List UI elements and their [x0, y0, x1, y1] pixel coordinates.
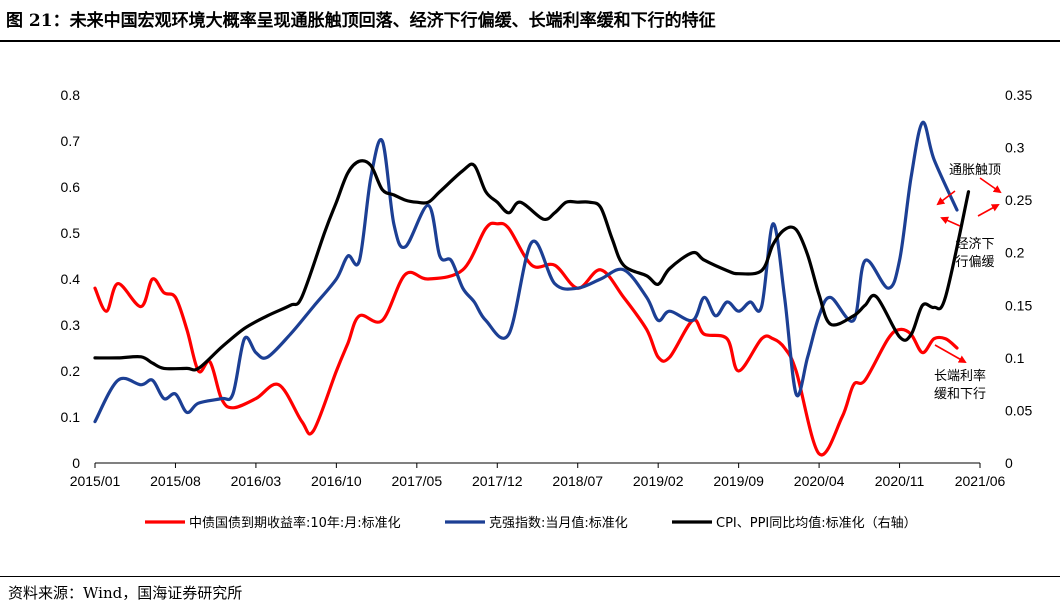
right-y-tick-label: 0.3 [1005, 140, 1025, 156]
annotation-label: 通胀触顶 [949, 163, 1001, 178]
annotation-arrow [936, 190, 956, 206]
x-tick-label: 2020/04 [794, 473, 845, 489]
annotation-arrow [979, 177, 1002, 194]
line-chart: 2015/01 2015/08 2016/03 2016/10 2017/05 2017/… [61, 87, 1033, 531]
annotation-label: 经济下 [955, 237, 994, 252]
annotation-label: 行偏缓 [955, 255, 994, 270]
left-y-tick-label: 0.3 [61, 317, 81, 333]
left-y-tick-label: 0.2 [61, 363, 81, 379]
series-layer [93, 120, 971, 457]
right-y-tick-label: 0.1 [1005, 350, 1025, 366]
left-y-tick-label: 0.5 [61, 225, 81, 241]
legend: 中债国债到期收益率:10年:月:标准化 克强指数:当月值:标准化 CPI、PPI同比… [145, 515, 917, 531]
x-tick-label: 2017/05 [392, 473, 443, 489]
left-y-tick-label: 0.8 [61, 87, 81, 103]
x-tick-label: 2015/01 [70, 473, 121, 489]
left-y-tick-label: 0.4 [61, 271, 81, 287]
x-tick-label: 2016/03 [231, 473, 282, 489]
left-y-tick-label: 0.1 [61, 409, 81, 425]
annotation-arrow [934, 344, 967, 363]
source-divider [0, 576, 1060, 577]
x-tick-label: 2020/11 [875, 473, 925, 489]
source-note: 资料来源：Wind，国海证券研究所 [8, 584, 243, 602]
chart-axes: 2015/01 2015/08 2016/03 2016/10 2017/05 2017/… [61, 87, 1033, 489]
annotation-arrow [977, 204, 1000, 217]
legend-label: 中债国债到期收益率:10年:月:标准化 [189, 515, 401, 531]
cpi-ppi-series-line [93, 159, 971, 372]
right-y-tick-label: 0.05 [1005, 402, 1032, 418]
x-tick-label: 2015/08 [150, 473, 201, 489]
x-tick-label: 2017/12 [472, 473, 523, 489]
x-tick-label: 2019/02 [633, 473, 684, 489]
keqiang-index-series-line [93, 120, 959, 424]
annotation-label: 长端利率 [934, 368, 986, 384]
x-tick-label: 2018/07 [552, 473, 603, 489]
annotation-label: 缓和下行 [934, 387, 986, 402]
right-y-tick-label: 0.15 [1005, 297, 1032, 313]
right-y-tick-label: 0.2 [1005, 245, 1025, 261]
x-tick-label: 2016/10 [311, 473, 362, 489]
legend-label: 克强指数:当月值:标准化 [489, 515, 628, 531]
right-y-tick-label: 0.25 [1005, 192, 1032, 208]
annotation-arrow [940, 216, 961, 227]
x-tick-label: 2021/06 [955, 473, 1006, 489]
left-y-tick-label: 0.6 [61, 179, 81, 195]
x-tick-label: 2019/09 [713, 473, 764, 489]
right-y-tick-label: 0.35 [1005, 87, 1032, 103]
left-y-tick-label: 0 [72, 455, 80, 471]
legend-label: CPI、PPI同比均值:标准化（右轴） [716, 515, 917, 531]
left-y-tick-label: 0.7 [61, 133, 81, 149]
figure-title: 图 21：未来中国宏观环境大概率呈现通胀触顶回落、经济下行偏缓、长端利率缓和下行… [6, 11, 716, 31]
title-divider [0, 40, 1060, 42]
right-y-tick-label: 0 [1005, 455, 1013, 471]
